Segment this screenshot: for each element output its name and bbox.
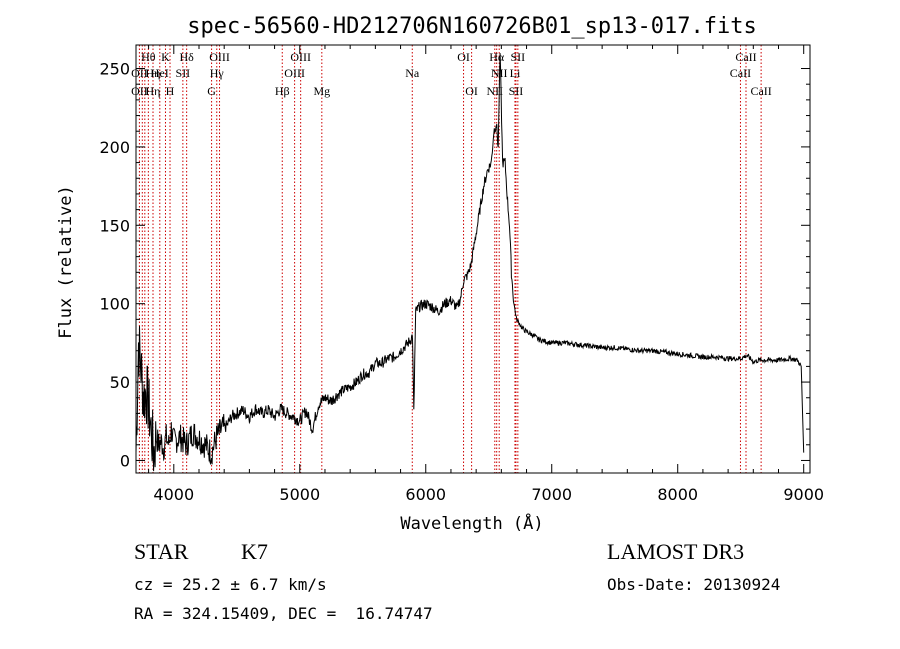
x-tick-label: 9000 [783,485,824,504]
line-label-19: OI [465,84,478,98]
y-tick-label: 50 [110,373,130,392]
x-tick-label: 6000 [405,485,446,504]
line-label-23: Li [510,66,521,80]
line-label-10: OIII [209,50,230,64]
line-label-5: K [161,50,170,64]
coordinates-text: RA = 324.15409, DEC = 16.74747 [134,604,433,623]
chart-title: spec-56560-HD212706N160726B01_sp13-017.f… [187,14,757,39]
x-tick-label: 7000 [531,485,572,504]
line-label-20: Hα [489,50,505,64]
line-label-8: Hδ [179,50,194,64]
x-tick-label: 5000 [279,485,320,504]
line-label-2: Hη [146,66,161,80]
line-label-6: HeI [151,66,169,80]
line-label-16: Mg [313,84,330,98]
y-tick-label: 100 [99,295,130,314]
line-label-27: CaII [730,66,751,80]
line-label-11: Hγ [210,66,225,80]
line-label-18: OI [457,50,470,64]
line-label-21: SII [511,50,526,64]
line-label-1: OII [131,66,148,80]
line-label-15: Hβ [275,84,290,98]
spectral-line-markers [138,45,762,473]
y-tick-label: 250 [99,60,130,79]
line-label-28: CaII [750,84,771,98]
survey-name: LAMOST DR3 [607,539,745,564]
plot-frame [135,44,811,474]
object-subclass: K7 [241,539,268,564]
observation-date: Obs-Date: 20130924 [607,575,781,594]
line-label-3: OII [131,84,148,98]
object-class: STAR [134,539,189,564]
x-axis-label: Wavelength (Å) [400,512,543,534]
line-label-4: Hη [146,84,161,98]
redshift-text: cz = 25.2 ± 6.7 km/s [134,575,327,594]
y-axis-label: Flux (relative) [56,185,76,339]
line-label-9: SII [176,66,191,80]
line-label-17: Na [405,66,420,80]
line-label-25: SII [509,84,524,98]
x-tick-label: 4000 [153,485,194,504]
line-label-12: G [207,84,216,98]
line-label-14: OIII [284,66,305,80]
y-tick-label: 150 [99,216,130,235]
line-label-0: Hθ [141,50,156,64]
x-tick-label: 8000 [657,485,698,504]
spectrum-line [135,53,805,472]
line-label-13: OIII [290,50,311,64]
line-label-26: CaII [735,50,756,64]
x-axis-ticks: 4000 5000 6000 7000 8000 9000 [148,45,824,504]
y-tick-label: 200 [99,138,130,157]
y-axis-ticks: 0 50 100 150 200 250 [99,60,810,470]
line-label-7: H [166,84,175,98]
y-tick-label: 0 [120,451,130,470]
